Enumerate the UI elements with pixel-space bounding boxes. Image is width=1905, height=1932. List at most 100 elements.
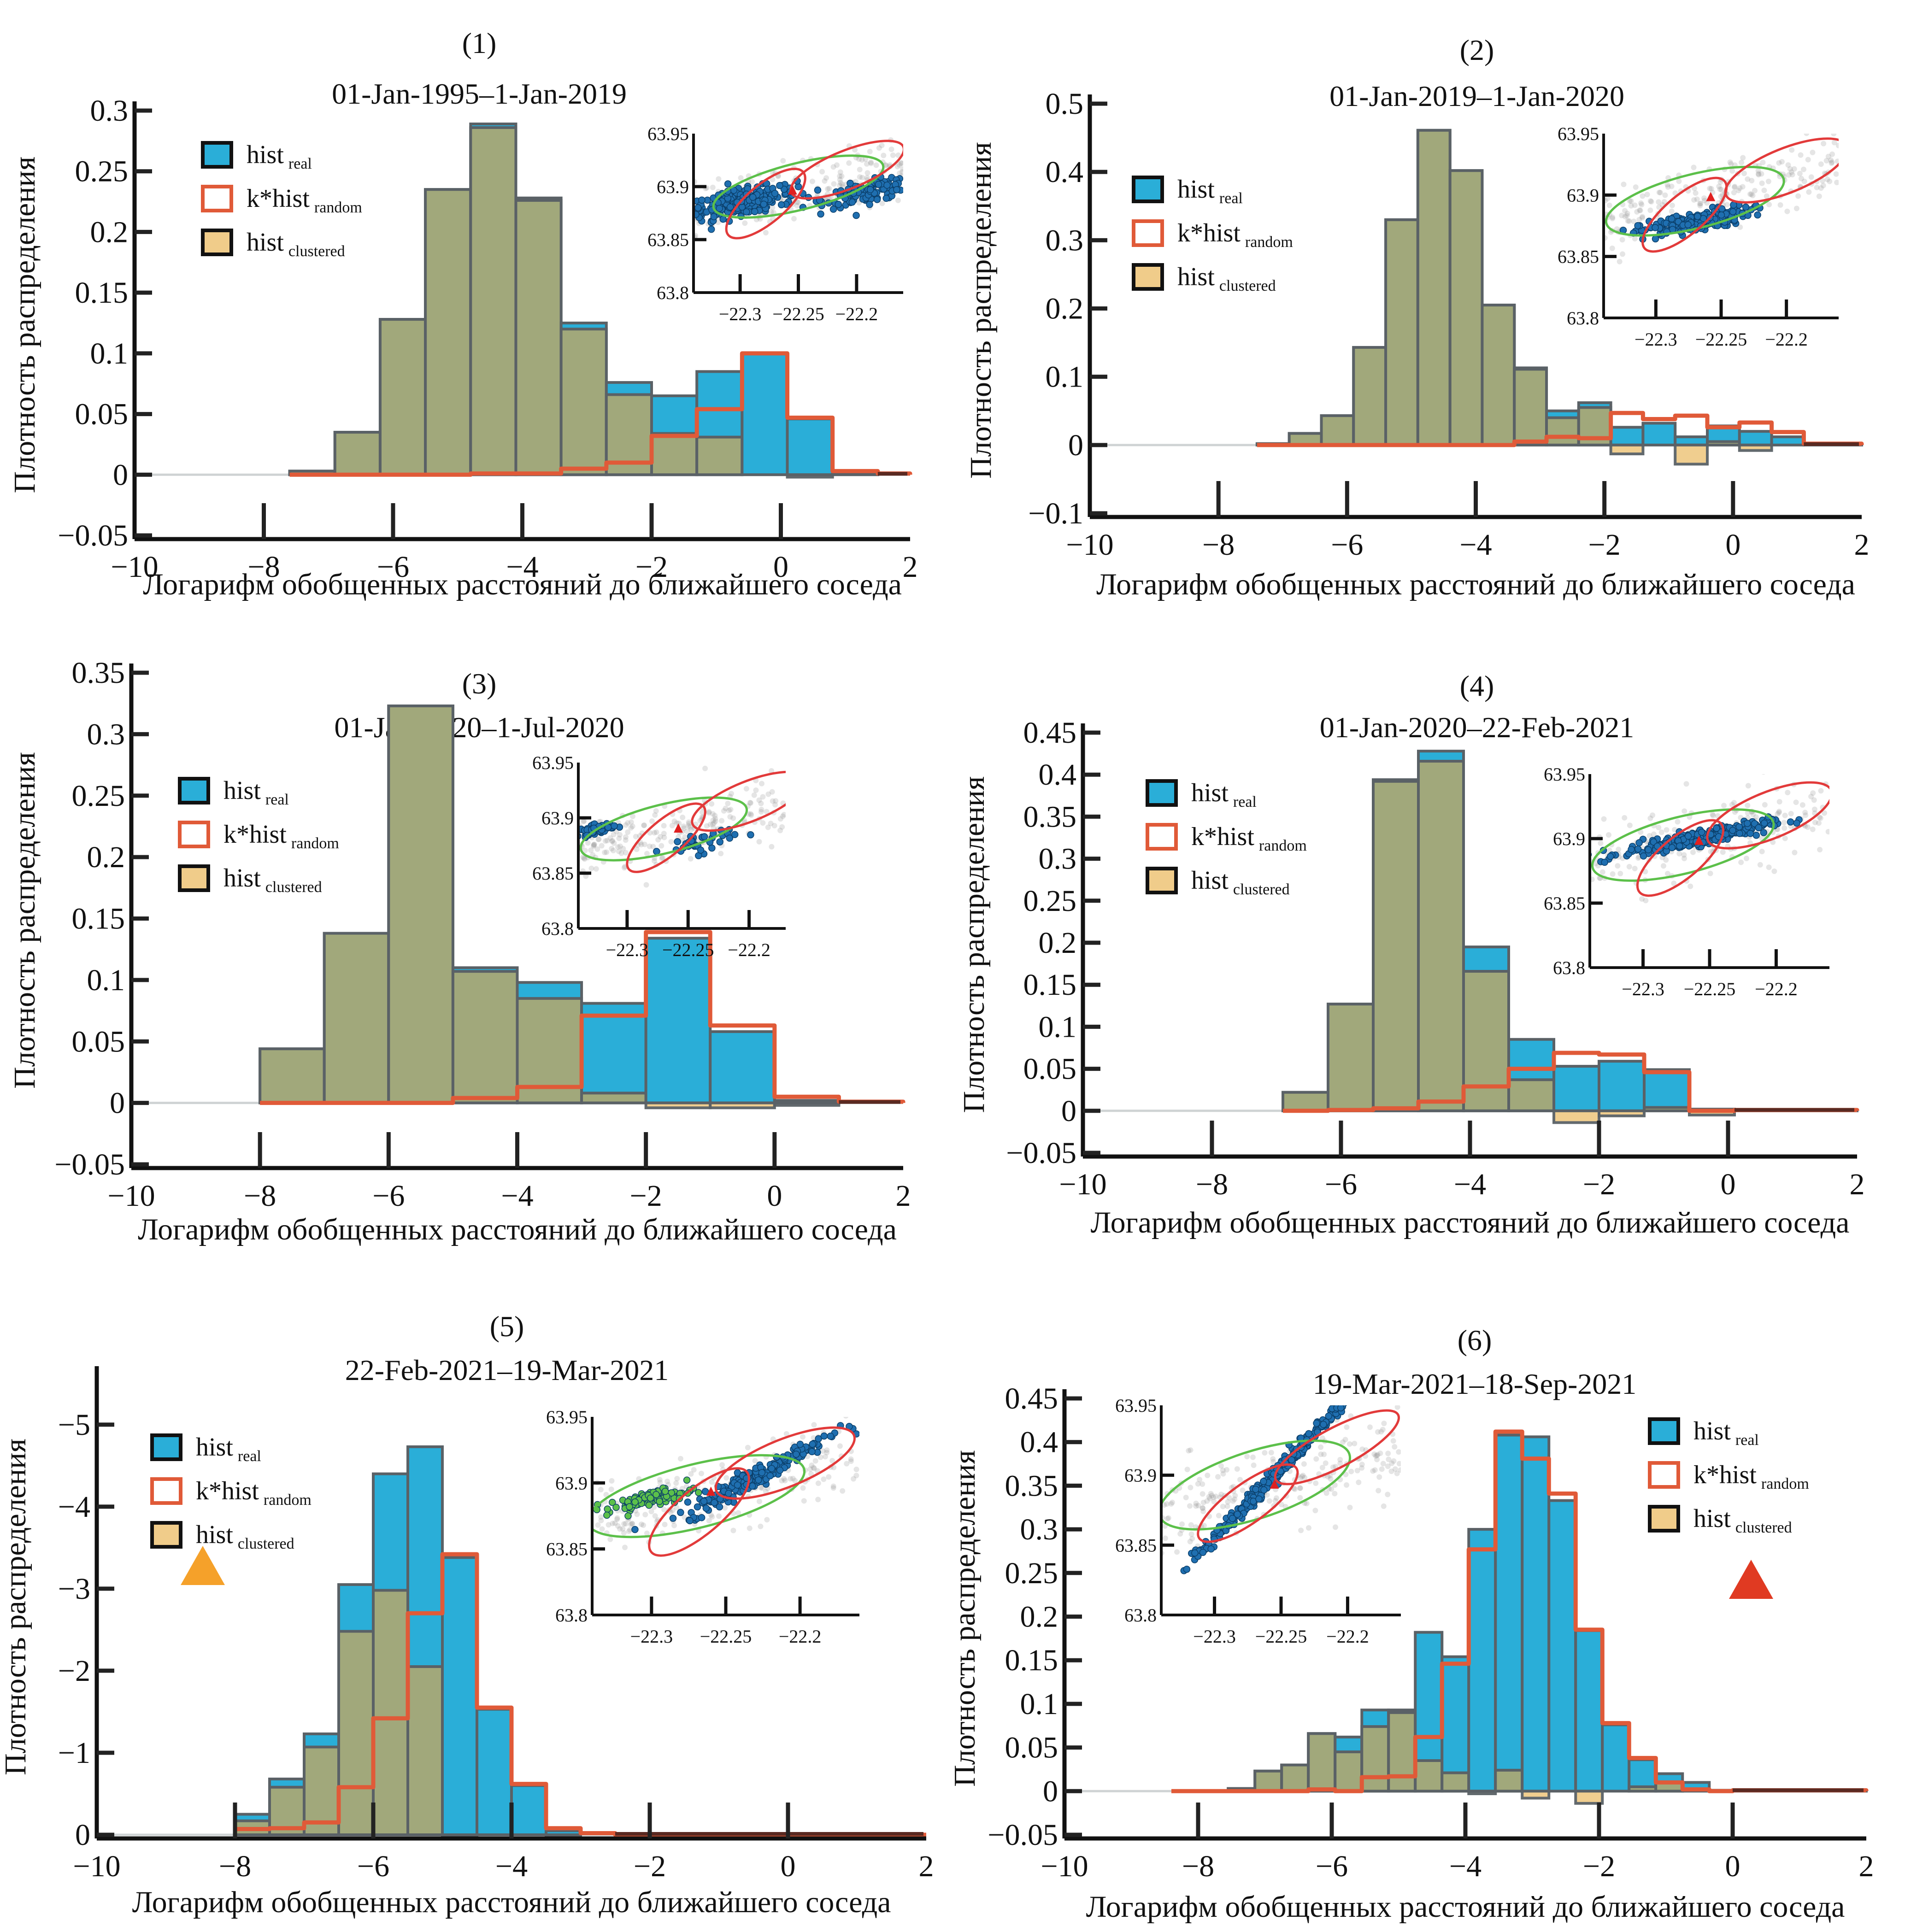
x-tick-label: −6 (1331, 528, 1363, 562)
y-tick-label: 0 (75, 1818, 90, 1852)
inset-point-background (628, 1521, 634, 1527)
legend-swatch-real (1146, 779, 1178, 807)
inset-point-background (819, 169, 825, 175)
legend-main: k*hist (196, 1477, 259, 1505)
inset-point-background (599, 1526, 605, 1532)
inset-point-background (864, 161, 870, 167)
x-axis-label: Логарифм обобщенных расстояний до ближай… (1096, 568, 1855, 601)
inset-point-background (1710, 811, 1716, 817)
inset-center-triangle-icon (1706, 192, 1716, 201)
inset-point-background (1633, 184, 1639, 190)
inset-point-background (1329, 1486, 1335, 1492)
legend-label-random: k*hist random (1693, 1461, 1809, 1492)
inset-point-cluster (1694, 212, 1701, 220)
inset-point-background (1330, 1464, 1336, 1470)
inset-point-background (651, 858, 657, 864)
inset-point-background (824, 1447, 830, 1453)
chart-panel-6: (6) 19-Mar-2021–18-Sep-2021 −0.05 0 0.05 0.1 0… (948, 1324, 1874, 1924)
x-axis-label: Логарифм обобщенных расстояний до ближай… (143, 568, 902, 601)
bar-hist-clustered (1327, 1003, 1375, 1112)
inset-point-background (602, 838, 608, 844)
x-tick-label: −2 (635, 550, 668, 584)
inset-point-background (1215, 1474, 1221, 1480)
inset-point-cluster (1755, 824, 1763, 832)
inset-point-background (885, 124, 890, 129)
inset-point-background (1669, 183, 1675, 189)
inset-point-background (1812, 820, 1818, 826)
y-tick-label: 0.25 (72, 779, 125, 813)
inset-point-background (756, 839, 762, 845)
x-tick-label: −6 (1325, 1168, 1357, 1201)
inset-point-background (1319, 1465, 1325, 1471)
bar-hist-real (1547, 1499, 1577, 1793)
inset-point-cluster (866, 201, 873, 208)
inset-point-background (1359, 1462, 1365, 1468)
triangle-marker-icon (181, 1546, 225, 1585)
legend-swatch-clustered (150, 1521, 182, 1549)
inset-point-cluster (645, 1502, 653, 1509)
y-tick-label: 0.1 (1046, 360, 1084, 394)
inset-point-background (709, 801, 715, 807)
inset-points (1604, 134, 1839, 264)
inset-point-background (625, 820, 631, 826)
x-axis-label: Логарифм обобщенных расстояний до ближай… (132, 1885, 891, 1919)
inset-points (592, 1417, 859, 1557)
inset-point-background (1834, 179, 1839, 185)
inset-point-background (1648, 199, 1654, 205)
inset-point-background (1207, 1496, 1213, 1502)
inset-point-background (837, 169, 843, 175)
inset-point-background (620, 1526, 626, 1532)
inset-point-background (710, 811, 716, 817)
inset-point-background (857, 174, 863, 180)
inset-point-cluster (680, 210, 686, 217)
inset-point-background (1344, 1424, 1350, 1430)
inset-point-background (1337, 1460, 1343, 1466)
inset-point-background (1732, 183, 1738, 189)
inset-point-cluster (1652, 235, 1659, 243)
inset-point-background (765, 824, 771, 830)
inset-point-background (879, 200, 885, 206)
inset-point-cluster (1717, 211, 1725, 219)
inset-point-background (1374, 1456, 1380, 1462)
inset-point-background (769, 789, 775, 795)
y-tick-label: 0.1 (90, 337, 129, 370)
inset-point-cluster (1260, 1478, 1267, 1485)
inset-point-background (1808, 174, 1814, 180)
step-k-hist-random (289, 351, 912, 477)
inset-point-background (621, 1530, 627, 1536)
inset-point-background (1694, 196, 1700, 202)
inset-ellipse (579, 796, 748, 862)
inset-point-background (1731, 190, 1737, 196)
bar-hist-clustered (1481, 304, 1516, 446)
legend-label-random: k*hist random (1177, 219, 1293, 251)
inset-point-background (1660, 863, 1666, 869)
x-tick-label: −6 (357, 1850, 389, 1883)
legend-sub: random (1245, 234, 1293, 251)
inset-point-background (1643, 898, 1649, 904)
inset-point-background (1302, 1475, 1308, 1481)
inset-point-cluster (725, 1490, 732, 1497)
inset-point-background (1669, 202, 1675, 208)
inset-point-background (770, 205, 776, 211)
legend-swatch-clustered (1648, 1505, 1680, 1533)
inset-point-background (873, 162, 879, 168)
inset-point-background (1240, 1487, 1246, 1493)
bar-hist-clustered (1414, 1759, 1444, 1793)
inset-point-background (898, 160, 903, 166)
inset-point-cluster (820, 1432, 828, 1440)
inset-point-background (699, 809, 705, 815)
inset-point-background (900, 166, 903, 172)
inset-point-cluster (1260, 1486, 1268, 1494)
inset-point-cluster (755, 1476, 762, 1484)
inset-point-background (1177, 1531, 1183, 1537)
inset-point-background (859, 157, 865, 163)
inset-point-background (614, 1515, 620, 1521)
y-tick-label: 0.35 (1005, 1469, 1058, 1503)
legend-main: hist (1191, 779, 1229, 807)
inset-point-background (1268, 1450, 1274, 1456)
legend-main: k*hist (1191, 822, 1254, 851)
inset-y-tick-label: 63.85 (1558, 247, 1599, 267)
inset-point-cluster (698, 196, 706, 204)
panel-label: (2) (1460, 34, 1494, 66)
legend-label-real: hist real (1693, 1417, 1759, 1449)
